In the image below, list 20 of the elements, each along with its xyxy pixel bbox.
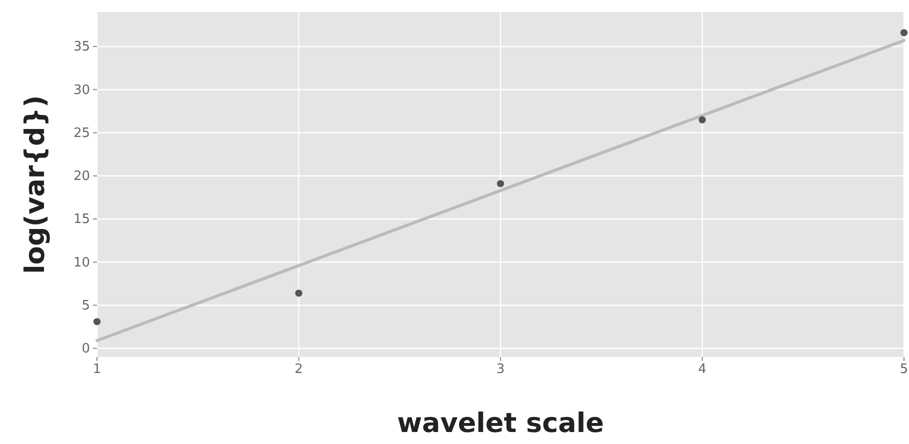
y-tick-label: 0: [82, 342, 90, 357]
point: [496, 180, 504, 188]
point: [698, 116, 706, 124]
x-tick-label: 5: [900, 362, 908, 378]
y-tick-label: 5: [82, 298, 90, 314]
y-tick-label: 30: [73, 82, 90, 98]
y-tick-label: 10: [73, 255, 90, 270]
x-tick-label: 4: [698, 362, 706, 378]
y-tick-label: 25: [73, 126, 90, 141]
point: [295, 290, 302, 297]
point: [900, 29, 908, 36]
y-axis-title: log(var{d}): [20, 95, 51, 274]
point: [93, 318, 101, 326]
x-tick-label: 2: [294, 362, 303, 378]
y-tick-label: 35: [73, 40, 90, 55]
y-tick-label: 20: [73, 169, 90, 184]
y-tick-label: 15: [73, 212, 90, 228]
x-tick-label: 3: [496, 362, 505, 378]
x-axis-title: wavelet scale: [397, 408, 604, 439]
x-tick-label: 1: [92, 362, 102, 378]
